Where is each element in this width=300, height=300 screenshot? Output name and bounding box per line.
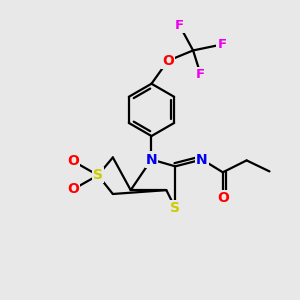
Text: N: N [196,152,208,167]
Text: O: O [68,182,79,196]
Text: O: O [68,154,79,168]
Text: O: O [162,54,174,68]
Text: F: F [218,38,226,51]
Text: S: S [170,201,180,215]
Text: N: N [146,152,157,167]
Text: F: F [175,19,184,32]
Text: S: S [93,168,103,182]
Text: O: O [217,191,229,205]
Text: F: F [196,68,205,81]
